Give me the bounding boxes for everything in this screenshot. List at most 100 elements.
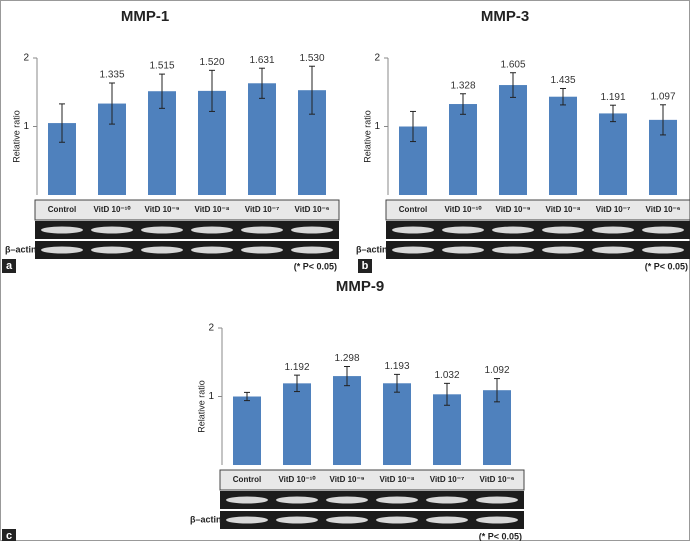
error-bar [410,110,416,143]
value-label: 1.605 [500,59,525,70]
gel-band [476,516,518,524]
gel-band [542,246,584,254]
panel-box [358,259,372,273]
error-bar [344,365,350,387]
gel-label: β–actin [356,244,388,254]
gel-band [241,226,283,234]
gel-strip [220,491,524,509]
value-label: 1.092 [484,365,509,376]
x-tick-label: VitD 10⁻⁷ [596,205,631,214]
panel-label: b [362,260,369,272]
gel-band [226,516,268,524]
value-label: 1.631 [249,55,274,66]
gel-band [592,246,634,254]
value-label: 1.191 [600,92,625,103]
x-tick-label: VitD 10⁻⁸ [546,205,581,214]
y-axis-label: Relative ratio [11,110,21,163]
y-tick-label: 2 [374,53,380,64]
bar [248,83,276,195]
value-label: 1.193 [384,361,409,372]
gel-band [392,246,434,254]
chart-title: MMP-3 [481,8,529,25]
gel-band [91,226,133,234]
error-bar [109,82,115,125]
gel-strip [220,511,524,529]
value-label: 1.530 [299,53,324,64]
gel-band [442,246,484,254]
gel-header [34,199,340,221]
gel-band [91,246,133,254]
gel-band [291,226,333,234]
note: (* P< 0.05) [294,261,337,271]
note: (* P< 0.05) [645,261,688,271]
gel-band [376,496,418,504]
y-axis-label: Relative ratio [362,110,372,163]
gel-band [191,246,233,254]
gel-band [326,516,368,524]
gel-strip [35,241,339,259]
gel-header [385,199,690,221]
gel-header [219,469,525,491]
x-tick-label: VitD 10⁻¹⁰ [278,475,316,484]
y-tick-label: 1 [23,121,29,132]
gel-band [191,226,233,234]
panel-box [2,529,16,541]
x-tick-label: Control [233,475,261,484]
error-bar [660,104,666,136]
bar [483,390,511,465]
error-bar [560,87,566,106]
gel-band [426,496,468,504]
value-label: 1.298 [334,353,359,364]
y-tick-label: 1 [374,121,380,132]
gel-label: β–actin [5,244,37,254]
value-label: 1.328 [450,80,475,91]
gel-band [642,246,684,254]
error-bar [209,69,215,112]
x-tick-label: VitD 10⁻⁸ [195,205,230,214]
gel-strip [386,241,690,259]
gel-band [141,246,183,254]
x-tick-label: VitD 10⁻⁹ [330,475,365,484]
y-tick-label: 2 [208,323,214,334]
bar [383,383,411,465]
bar [283,383,311,465]
gel-label: β–actin [190,514,222,524]
gel-band [592,226,634,234]
error-bar [259,67,265,99]
gel-band [476,496,518,504]
bar [433,394,461,465]
gel-band [326,496,368,504]
bar [499,85,527,195]
x-tick-label: VitD 10⁻⁷ [245,205,280,214]
value-label: 1.032 [434,370,459,381]
x-tick-label: VitD 10⁻⁹ [496,205,531,214]
x-tick-label: VitD 10⁻⁶ [295,205,330,214]
gel-band [442,226,484,234]
gel-band [41,226,83,234]
y-tick-label: 1 [208,391,214,402]
error-bar [59,103,65,143]
bar [549,96,577,195]
error-bar [244,391,250,402]
bar [233,396,261,465]
x-tick-label: VitD 10⁻¹⁰ [93,205,131,214]
gel-band [392,226,434,234]
x-tick-label: VitD 10⁻⁸ [380,475,415,484]
value-label: 1.192 [284,362,309,373]
error-bar [444,382,450,406]
gel-band [141,226,183,234]
gel-band [276,496,318,504]
error-bar [494,378,500,403]
x-tick-label: VitD 10⁻⁶ [646,205,681,214]
gel-strip [35,221,339,239]
gel-strip [386,221,690,239]
error-bar [510,72,516,98]
error-bar [460,93,466,115]
gel-band [41,246,83,254]
error-bar [294,374,300,393]
x-tick-label: Control [399,205,427,214]
error-bar [309,65,315,115]
gel-band [426,516,468,524]
note: (* P< 0.05) [479,531,522,541]
bar [449,104,477,195]
